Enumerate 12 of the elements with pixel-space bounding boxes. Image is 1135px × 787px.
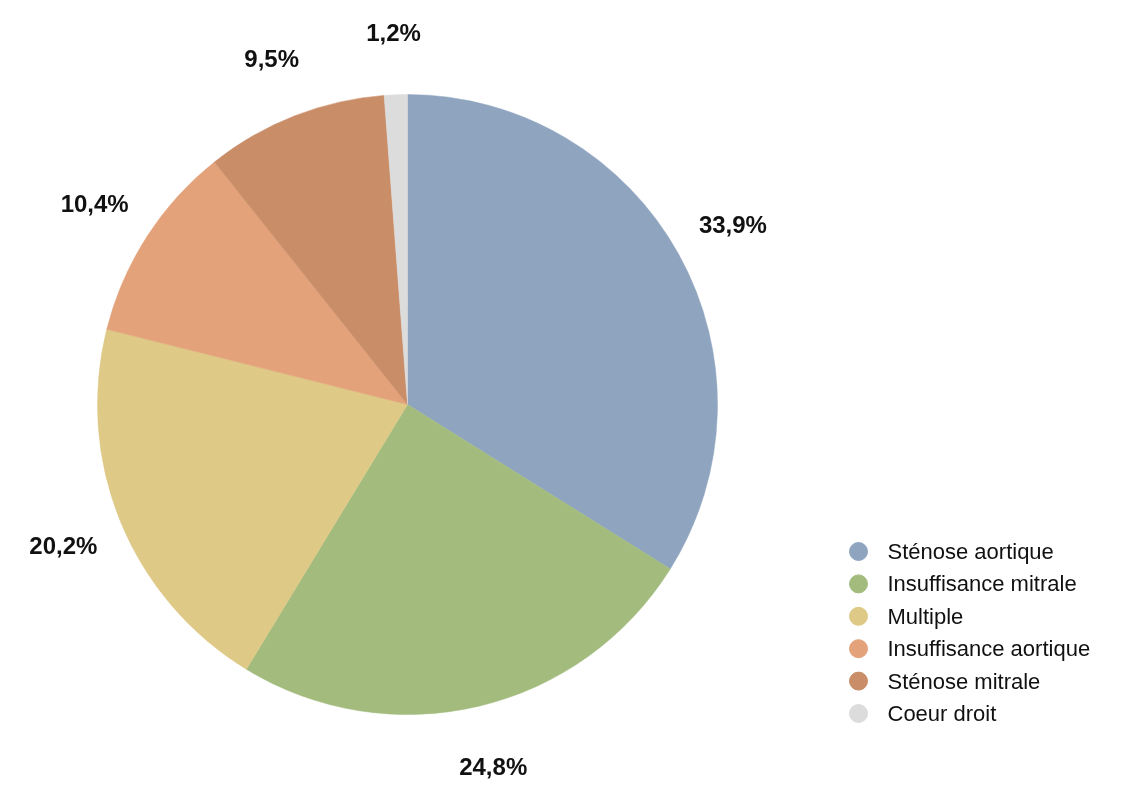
data-label: 20,2% [29,532,98,560]
data-label: 10,4% [60,189,129,217]
legend-label: Insuffisance aortique [887,636,1091,662]
legend-label: Insuffisance mitrale [887,571,1077,597]
legend-label: Sténose mitrale [887,668,1041,694]
data-label: 9,5% [244,44,299,72]
data-label: 24,8% [459,752,528,780]
legend-label: Sténose aortique [887,539,1054,564]
data-label: 33,9% [698,210,767,238]
legend-label: Multiple [887,603,964,629]
legend-label: Coeur droit [887,701,997,726]
data-label: 1,2% [366,19,421,47]
